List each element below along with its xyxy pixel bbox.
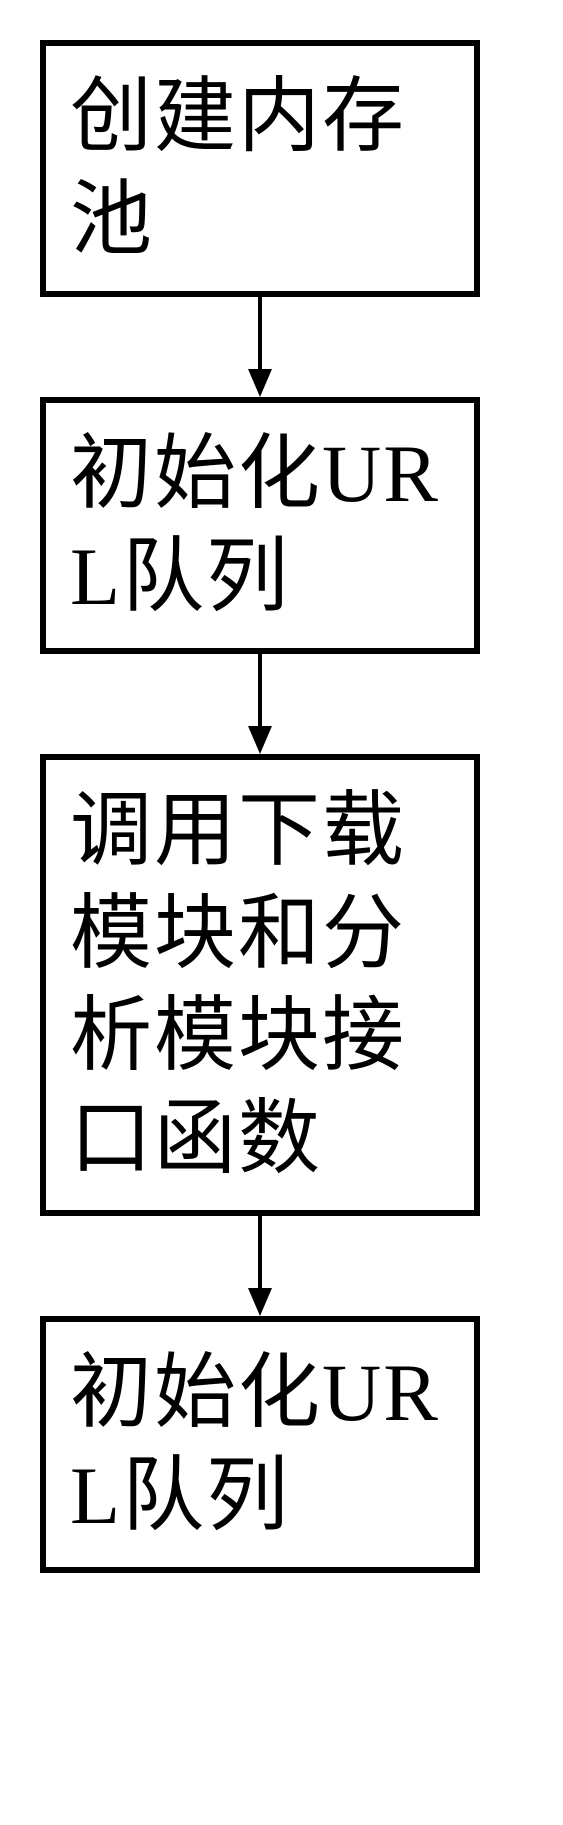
arrow-down-icon	[40, 297, 480, 397]
node-label: 初始化URL队列	[70, 428, 440, 622]
node-label: 初始化URL队列	[70, 1347, 440, 1541]
flowchart-container: 创建内存池 初始化URL队列 调用下载模块和分析模块接口函数 初始化URL队列	[40, 40, 520, 1573]
flow-node: 初始化URL队列	[40, 397, 480, 654]
flow-node: 调用下载模块和分析模块接口函数	[40, 754, 480, 1216]
node-label: 调用下载模块和分析模块接口函数	[70, 785, 406, 1184]
node-label: 创建内存池	[70, 71, 406, 265]
flow-node: 初始化URL队列	[40, 1316, 480, 1573]
arrow-down-icon	[40, 654, 480, 754]
flow-node: 创建内存池	[40, 40, 480, 297]
arrow-down-icon	[40, 1216, 480, 1316]
